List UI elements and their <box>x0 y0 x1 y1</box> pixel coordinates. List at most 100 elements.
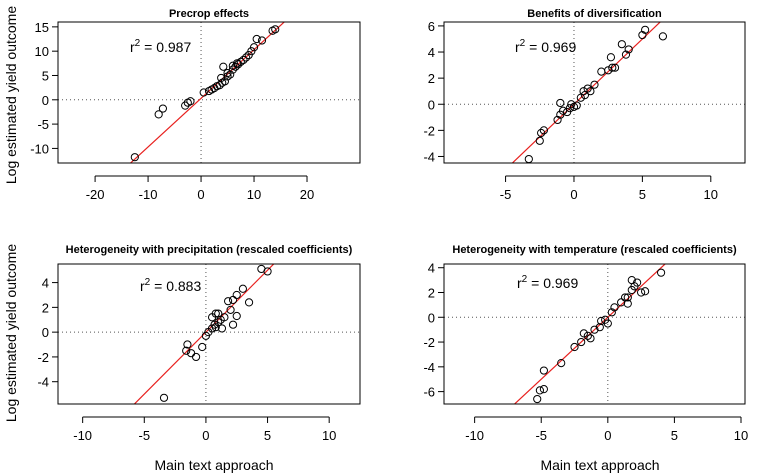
panel-3-point <box>183 340 192 349</box>
panel-3-point <box>238 284 247 293</box>
panel-3-r2-annotation: r2 = 0.883 <box>140 277 201 294</box>
panel-2-x-tick-label: 0 <box>570 187 577 202</box>
panel-1-y-tick-label: 10 <box>35 44 49 59</box>
panel-1-point <box>228 61 237 70</box>
x-axis-label-left: Main text approach <box>154 457 273 473</box>
panel-3-x-tick-label: 5 <box>264 428 271 443</box>
panel-3-point <box>232 311 241 321</box>
panel-2-frame <box>443 21 746 164</box>
panel-1-point <box>223 68 232 78</box>
panel-4-point <box>637 288 646 297</box>
panel-3-point <box>198 342 207 352</box>
panel-2-point <box>567 100 576 109</box>
panel-4-point <box>627 276 636 285</box>
panel-1-point <box>223 72 232 81</box>
panel-2-x-tick-label: 5 <box>639 187 646 202</box>
panel-2-point <box>586 87 595 96</box>
panel-4-point <box>535 386 544 395</box>
panel-3-plot-area <box>58 264 360 404</box>
panel-1-x-tick-label: 0 <box>197 187 204 202</box>
panel-1-x-tick-label: -20 <box>86 187 105 202</box>
panel-4-plot-area <box>444 264 745 404</box>
panel-2-point <box>606 53 616 62</box>
panel-3: -10 -5 0 5 10 -4 -2 0 2 4 Heterogeneity with preci… <box>37 244 361 443</box>
panel-3-point <box>263 267 272 276</box>
panel-3-point <box>207 313 217 322</box>
panel-4-r2-value: = 0.969 <box>527 275 578 291</box>
panel-4-r2-annotation: r2 = 0.969 <box>517 274 578 291</box>
panel-4-point <box>533 394 542 404</box>
panel-2-point <box>524 154 533 163</box>
panel-1-r2-exponent: 2 <box>135 38 141 49</box>
panel-4-y-axis: -6 -4 -2 0 2 4 <box>423 261 445 400</box>
panel-3-x-tick-label: -10 <box>73 428 92 443</box>
panel-1-x-axis: -20 -10 0 10 20 <box>86 175 314 202</box>
y-axis-label-top: Log estimated yield outcome <box>3 6 19 184</box>
panel-2-r2-symbol: r <box>515 39 520 55</box>
panel-1-point <box>241 53 251 62</box>
panel-1-point <box>219 62 228 71</box>
panel-2-point <box>537 128 546 138</box>
panel-2-point <box>565 104 574 113</box>
panel-3-point <box>214 309 223 318</box>
panel-3-x-axis: -10 -5 0 5 10 <box>73 416 336 443</box>
panel-3-point <box>217 324 227 333</box>
panel-3-title: Heterogeneity with precipitation (rescal… <box>66 244 353 256</box>
panel-1-y-tick-label: 5 <box>42 68 49 83</box>
panel-4-point <box>557 359 566 368</box>
panel-2-point <box>597 67 606 76</box>
panel-2-x-tick-label: -5 <box>500 187 512 202</box>
panel-4-point <box>603 319 612 328</box>
panel-1-r2-value: = 0.987 <box>140 39 191 55</box>
panel-2-y-tick-label: 4 <box>428 45 435 60</box>
panel-3-point <box>228 320 238 329</box>
panel-4-point <box>586 334 595 343</box>
panel-1-point <box>271 25 280 34</box>
panel-2-point <box>638 30 647 40</box>
panel-2-point <box>572 101 581 110</box>
panel-3-y-tick-label: 0 <box>42 325 49 340</box>
panel-1: -20 -10 0 10 20 -10 -5 0 5 10 15 Precrop effects r2 … <box>30 8 361 202</box>
panel-1-x-tick-label: -10 <box>139 187 158 202</box>
panel-2-y-tick-label: 6 <box>428 19 435 34</box>
panel-1-x-tick-label: 20 <box>300 187 314 202</box>
panel-3-x-tick-label: 0 <box>202 428 209 443</box>
panel-4-fit-line <box>513 264 666 404</box>
panel-1-point <box>217 73 226 83</box>
panel-2-x-axis: -5 0 5 10 <box>500 175 718 202</box>
panel-1-point <box>186 97 195 106</box>
panel-1-point <box>232 59 242 68</box>
panel-4-x-tick-label: -10 <box>465 428 484 443</box>
panel-3-point <box>211 323 220 332</box>
panel-3-y-tick-label: 2 <box>42 300 49 315</box>
panel-3-point <box>191 352 201 362</box>
panel-2-point <box>608 63 617 72</box>
panel-1-plot-area <box>58 22 360 163</box>
panel-3-x-tick-label: -5 <box>139 428 151 443</box>
panel-3-point <box>228 295 238 305</box>
panel-1-point <box>158 104 168 113</box>
panel-2-point <box>617 40 626 49</box>
panel-1-point <box>154 110 163 119</box>
panel-4-y-tick-label: 2 <box>428 285 435 300</box>
panel-2-point <box>621 50 631 59</box>
panel-4-point <box>633 278 642 287</box>
panel-1-title: Precrop effects <box>169 8 249 20</box>
panel-2-point <box>604 66 613 75</box>
panel-1-y-tick-label: -10 <box>30 141 49 156</box>
panel-1-point <box>257 36 267 45</box>
panel-4-point <box>539 385 548 394</box>
panel-4-x-axis: -10 -5 0 5 10 <box>465 416 748 443</box>
panel-1-point <box>236 57 245 66</box>
panel-4-y-tick-label: 4 <box>428 261 435 276</box>
x-axis-label-right: Main text approach <box>540 457 659 473</box>
panel-1-y-axis: -10 -5 0 5 10 15 <box>30 20 59 156</box>
panel-2-point <box>556 98 565 108</box>
panel-2-x-tick-label: 10 <box>704 187 718 202</box>
panel-2-point <box>535 136 544 145</box>
panel-3-point <box>226 305 235 314</box>
panel-3-point <box>220 313 229 322</box>
panel-2-point <box>610 63 620 72</box>
panel-1-fit-line <box>129 22 286 163</box>
